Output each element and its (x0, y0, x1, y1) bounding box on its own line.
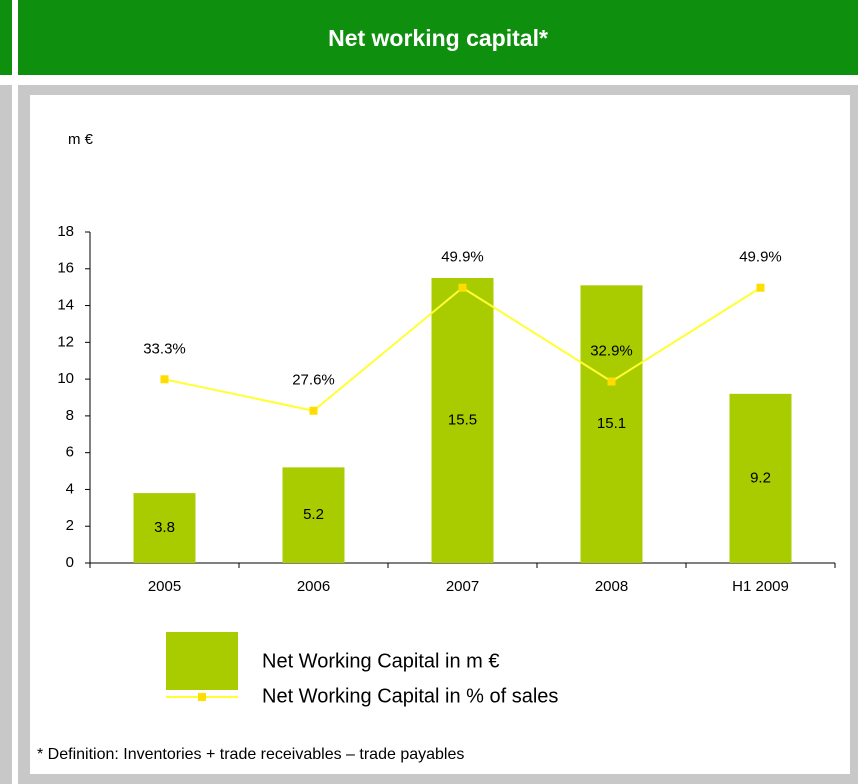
line-value-label: 49.9% (739, 249, 782, 266)
y-tick-label: 18 (57, 223, 74, 240)
line-marker (309, 406, 318, 415)
unit-label: m € (68, 131, 94, 148)
line-value-label: 27.6% (292, 372, 335, 389)
y-tick-label: 0 (66, 554, 74, 571)
y-tick-label: 16 (57, 260, 74, 277)
x-tick-label: 2008 (595, 578, 628, 595)
line-value-label: 49.9% (441, 249, 484, 266)
legend-label: Net Working Capital in m € (262, 650, 500, 672)
y-tick-label: 10 (57, 370, 74, 387)
x-tick-label: H1 2009 (732, 578, 789, 595)
line-marker (458, 283, 467, 292)
side-header (0, 0, 12, 75)
chart-title: Net working capital* (328, 25, 548, 51)
legend-swatch (166, 632, 238, 690)
side-strip (0, 85, 12, 784)
bar (133, 493, 196, 563)
bar (282, 467, 345, 563)
y-tick-label: 12 (57, 333, 74, 350)
bar-value-label: 9.2 (750, 469, 771, 486)
bar (580, 285, 643, 563)
bar (431, 277, 494, 563)
legend-label: Net Working Capital in % of sales (262, 685, 558, 707)
bar (729, 393, 792, 563)
legend-marker (198, 693, 206, 701)
line-marker (607, 377, 616, 386)
bar-value-label: 15.5 (448, 411, 477, 428)
bar-value-label: 15.1 (597, 415, 626, 432)
line-marker (756, 283, 765, 292)
x-tick-label: 2007 (446, 578, 479, 595)
y-tick-label: 4 (66, 480, 74, 497)
y-tick-label: 2 (66, 517, 74, 534)
y-tick-label: 14 (57, 297, 74, 314)
line-marker (160, 375, 169, 384)
x-tick-label: 2006 (297, 578, 330, 595)
footnote: * Definition: Inventories + trade receiv… (37, 746, 464, 763)
bar-value-label: 5.2 (303, 506, 324, 523)
line-value-label: 32.9% (590, 342, 633, 359)
line-value-label: 33.3% (143, 340, 186, 357)
x-tick-label: 2005 (148, 578, 181, 595)
bar-value-label: 3.8 (154, 519, 175, 536)
y-tick-label: 6 (66, 444, 74, 461)
y-tick-label: 8 (66, 407, 74, 424)
header (18, 0, 858, 75)
